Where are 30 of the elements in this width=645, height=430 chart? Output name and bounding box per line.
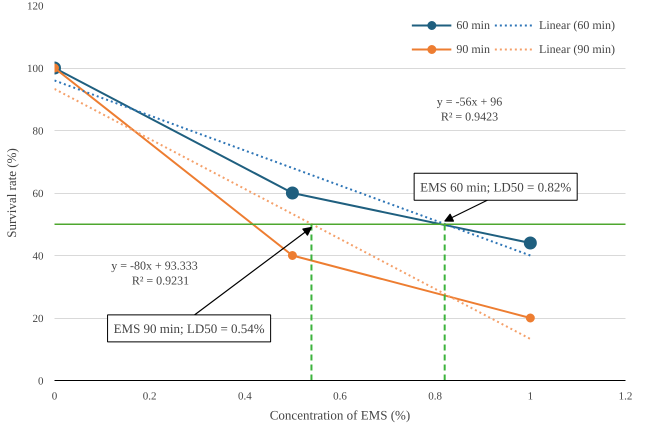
point — [526, 314, 535, 322]
x-tick-label: 1.2 — [618, 390, 632, 402]
y-axis-title: Survival rate (%) — [4, 148, 19, 238]
annotation: y = -80x + 93.333 — [111, 258, 198, 272]
annotation: R² = 0.9231 — [132, 274, 190, 288]
y-tick-label: 20 — [32, 313, 44, 325]
x-tick-label: 0 — [52, 390, 58, 402]
x-tick-label: 1 — [528, 390, 534, 402]
y-tick-label: 80 — [32, 126, 44, 138]
legend-label: 90 min — [456, 42, 490, 56]
y-tick-label: 40 — [32, 250, 44, 262]
point — [286, 186, 299, 200]
x-tick-label: 0.2 — [142, 390, 157, 402]
point — [524, 236, 537, 250]
annotation: R² = 0.9423 — [440, 110, 498, 124]
x-axis-title: Concentration of EMS (%) — [270, 408, 410, 422]
x-tick-label: 0.4 — [238, 390, 252, 402]
y-tick-label: 100 — [27, 63, 44, 75]
legend-label: Linear (90 min) — [539, 42, 615, 56]
legend-label: Linear (60 min) — [539, 18, 615, 32]
x-tick-label: 0.6 — [333, 390, 348, 402]
annotation: EMS 60 min; LD50 = 0.82% — [420, 179, 572, 194]
point — [288, 251, 297, 260]
y-tick-label: 0 — [38, 376, 44, 388]
legend-label: 60 min — [456, 18, 490, 32]
y-tick-label: 120 — [27, 0, 44, 12]
y-tick-label: 60 — [32, 188, 44, 200]
x-tick-label: 0.8 — [428, 390, 443, 402]
annotation: EMS 90 min; LD50 = 0.54% — [114, 320, 265, 336]
annotation: y = -56x + 96 — [436, 94, 502, 108]
